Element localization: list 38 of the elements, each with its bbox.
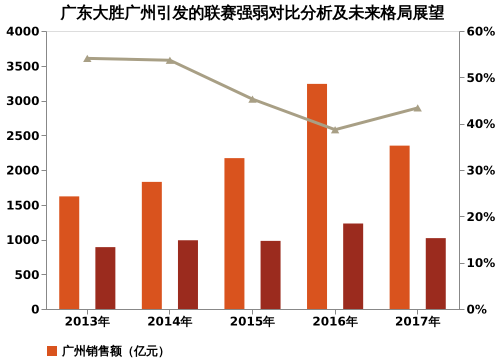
point: [166, 56, 174, 64]
y2-tick-label: 60%: [466, 24, 496, 38]
bar: [390, 146, 410, 309]
y-tick-label: 500: [14, 268, 40, 282]
x-tick-label: 2016年: [312, 314, 358, 328]
y-tick-label: 0: [31, 302, 40, 316]
y-tick-label: 1000: [6, 233, 40, 247]
y2-tick-label: 50%: [466, 70, 496, 85]
y-tick-label: 2500: [6, 128, 40, 143]
point: [330, 126, 340, 134]
chart-title: 广东大胜广州引发的联赛强弱对比分析及未来格局展望: [60, 3, 444, 22]
y-tick-label: 2000: [6, 164, 40, 178]
y2-tick-label: 10%: [466, 256, 496, 270]
x-tick-label: 2013年: [64, 314, 110, 328]
y2-tick-label: 40%: [466, 117, 496, 132]
bar: [426, 238, 446, 309]
x-tick-label: 2014年: [147, 314, 193, 328]
point: [248, 95, 257, 103]
bar: [343, 224, 364, 309]
bar: [178, 240, 198, 309]
y-tick-label: 4000: [6, 24, 40, 38]
bar: [224, 158, 244, 309]
bar: [59, 196, 80, 309]
y2-tick-label: 20%: [466, 210, 496, 224]
bar: [260, 240, 281, 309]
y-tick-label: 1500: [6, 198, 40, 212]
point: [83, 54, 92, 62]
y2-tick-label: 0%: [466, 302, 487, 316]
bar: [95, 247, 116, 309]
bar: [142, 182, 162, 309]
x-tick-label: 2015年: [230, 314, 276, 328]
y2-tick-label: 30%: [466, 164, 496, 178]
y-tick-label: 3000: [6, 94, 40, 108]
point: [414, 104, 422, 112]
bar: [307, 84, 328, 309]
x-tick-label: 2017年: [394, 314, 440, 328]
y-tick-label: 3500: [6, 59, 40, 74]
legend-label: 广州销售额（亿元）: [61, 344, 170, 358]
